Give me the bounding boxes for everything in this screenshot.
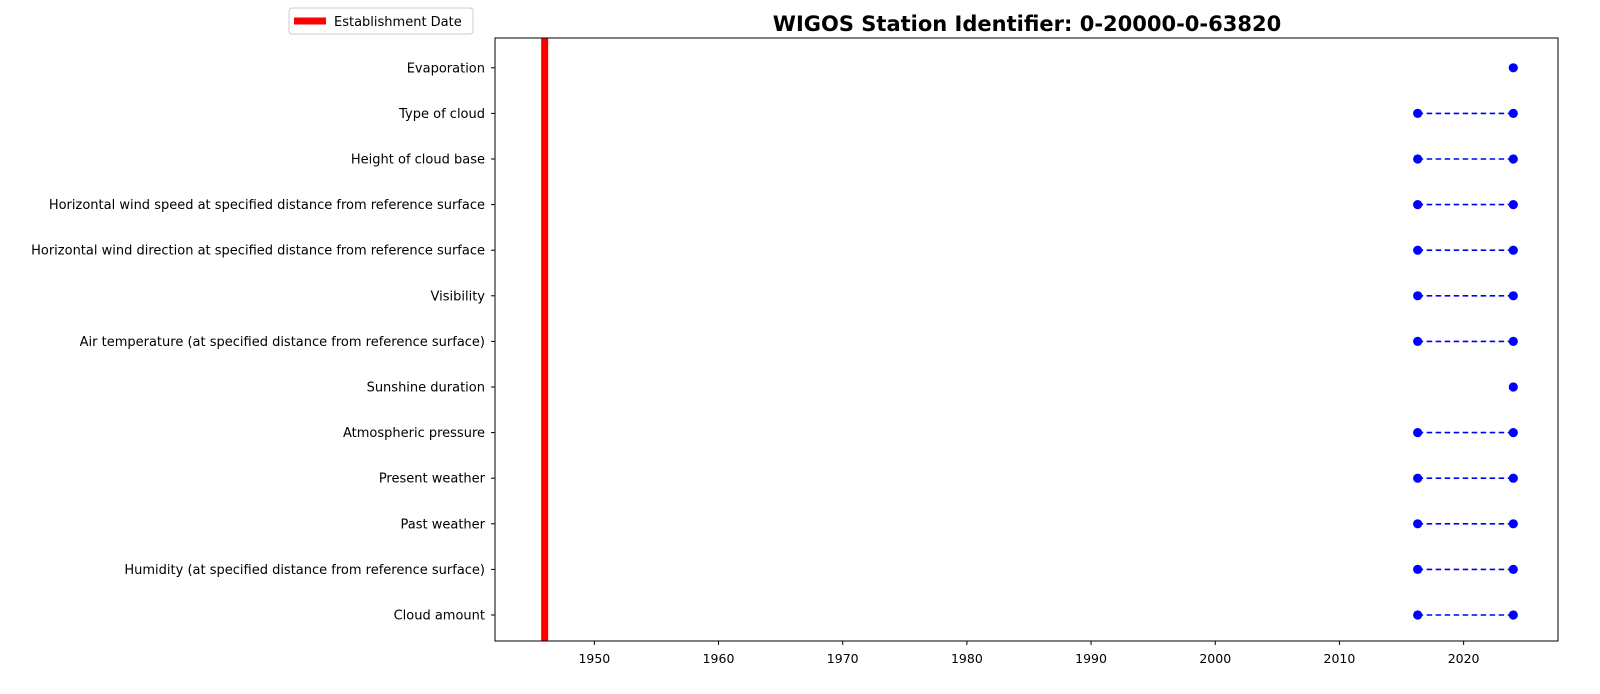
- range-start-point: [1413, 245, 1423, 255]
- x-axis: 1950 1960 1970 1980 1990 2000 2010 2020: [578, 641, 1480, 666]
- plot-frame: [494, 37, 1559, 642]
- range-end-point: [1508, 154, 1518, 164]
- range-end-point: [1508, 291, 1518, 301]
- x-tick-label: 1970: [827, 651, 859, 666]
- range-end-point: [1508, 200, 1518, 210]
- range-end-point: [1508, 519, 1518, 529]
- range-start-point: [1413, 108, 1423, 118]
- chart-title: WIGOS Station Identifier: 0-20000-0-6382…: [773, 12, 1281, 36]
- y-tick-label: Visibility: [431, 289, 486, 304]
- legend: Establishment Date: [288, 7, 474, 35]
- range-end-point: [1508, 336, 1518, 346]
- x-tick-label: 1960: [703, 651, 735, 666]
- y-tick-label: Horizontal wind direction at specified d…: [31, 244, 485, 259]
- range-start-point: [1413, 154, 1423, 164]
- range-start-point: [1413, 428, 1423, 438]
- x-tick-label: 2010: [1324, 651, 1356, 666]
- y-tick-label: Past weather: [401, 517, 486, 532]
- range-end-point: [1508, 564, 1518, 575]
- x-tick-label: 1950: [578, 651, 610, 666]
- range-end-point: [1508, 610, 1518, 620]
- y-tick-label: Cloud amount: [394, 609, 485, 624]
- y-tick-label: Type of cloud: [398, 107, 485, 122]
- range-end-point: [1508, 382, 1518, 392]
- y-tick-label: Present weather: [379, 472, 486, 487]
- range-start-point: [1413, 519, 1423, 529]
- plot-area: [541, 38, 1518, 641]
- range-end-point: [1508, 245, 1518, 255]
- range-end-point: [1508, 428, 1518, 438]
- range-end-point: [1508, 473, 1518, 483]
- range-start-point: [1413, 200, 1423, 210]
- y-tick-label: Sunshine duration: [367, 381, 485, 396]
- y-tick-label: Horizontal wind speed at specified dista…: [49, 198, 485, 213]
- x-tick-label: 2000: [1199, 651, 1231, 666]
- x-tick-label: 1990: [1075, 651, 1107, 666]
- range-start-point: [1413, 291, 1423, 301]
- y-tick-label: Humidity (at specified distance from ref…: [124, 563, 485, 578]
- range-start-point: [1413, 610, 1423, 620]
- range-end-point: [1508, 63, 1518, 73]
- y-axis: Cloud amount Humidity (at specified dista…: [31, 61, 495, 624]
- y-tick-label: Atmospheric pressure: [343, 426, 485, 441]
- y-tick-label: Height of cloud base: [351, 153, 485, 168]
- x-tick-label: 1980: [951, 651, 983, 666]
- legend-frame: [288, 7, 474, 35]
- legend-label-establishment-date: Establishment Date: [334, 15, 462, 30]
- range-start-point: [1413, 336, 1423, 346]
- range-start-point: [1413, 473, 1423, 483]
- x-tick-label: 2020: [1448, 651, 1480, 666]
- range-start-point: [1413, 564, 1423, 575]
- range-end-point: [1508, 108, 1518, 118]
- y-tick-label: Evaporation: [407, 61, 485, 76]
- y-tick-label: Air temperature (at specified distance f…: [80, 335, 485, 350]
